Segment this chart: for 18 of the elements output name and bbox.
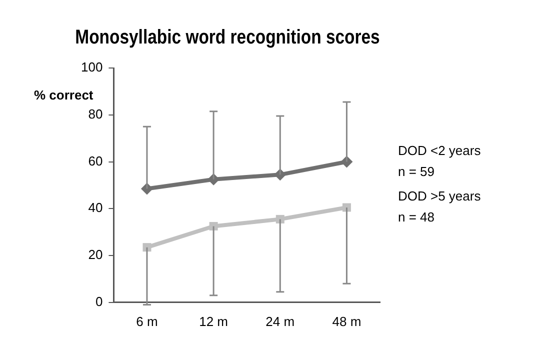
x-tick-label: 48 m: [332, 314, 362, 329]
x-tick-label: 24 m: [266, 314, 295, 329]
y-tick-label: 80: [88, 106, 103, 122]
y-tick-label: 0: [95, 294, 103, 309]
y-tick-label: 20: [88, 247, 103, 262]
x-tick-label: 6 m: [136, 314, 158, 329]
text: DOD <2 years n = 59: [398, 142, 482, 179]
point: [342, 203, 351, 212]
y-tick-label: 40: [88, 200, 103, 216]
text: DOD >5 years n = 48: [398, 188, 482, 225]
point: [142, 243, 152, 252]
point: [209, 222, 218, 230]
point: [276, 214, 284, 224]
y-tick-label: 60: [88, 153, 103, 168]
chart-title: Monosyllabic word recognition scores: [75, 25, 380, 48]
y-axis-title: % correct: [34, 88, 94, 103]
y-tick-label: 100: [80, 60, 103, 75]
x-tick-label: 12 m: [199, 314, 228, 329]
